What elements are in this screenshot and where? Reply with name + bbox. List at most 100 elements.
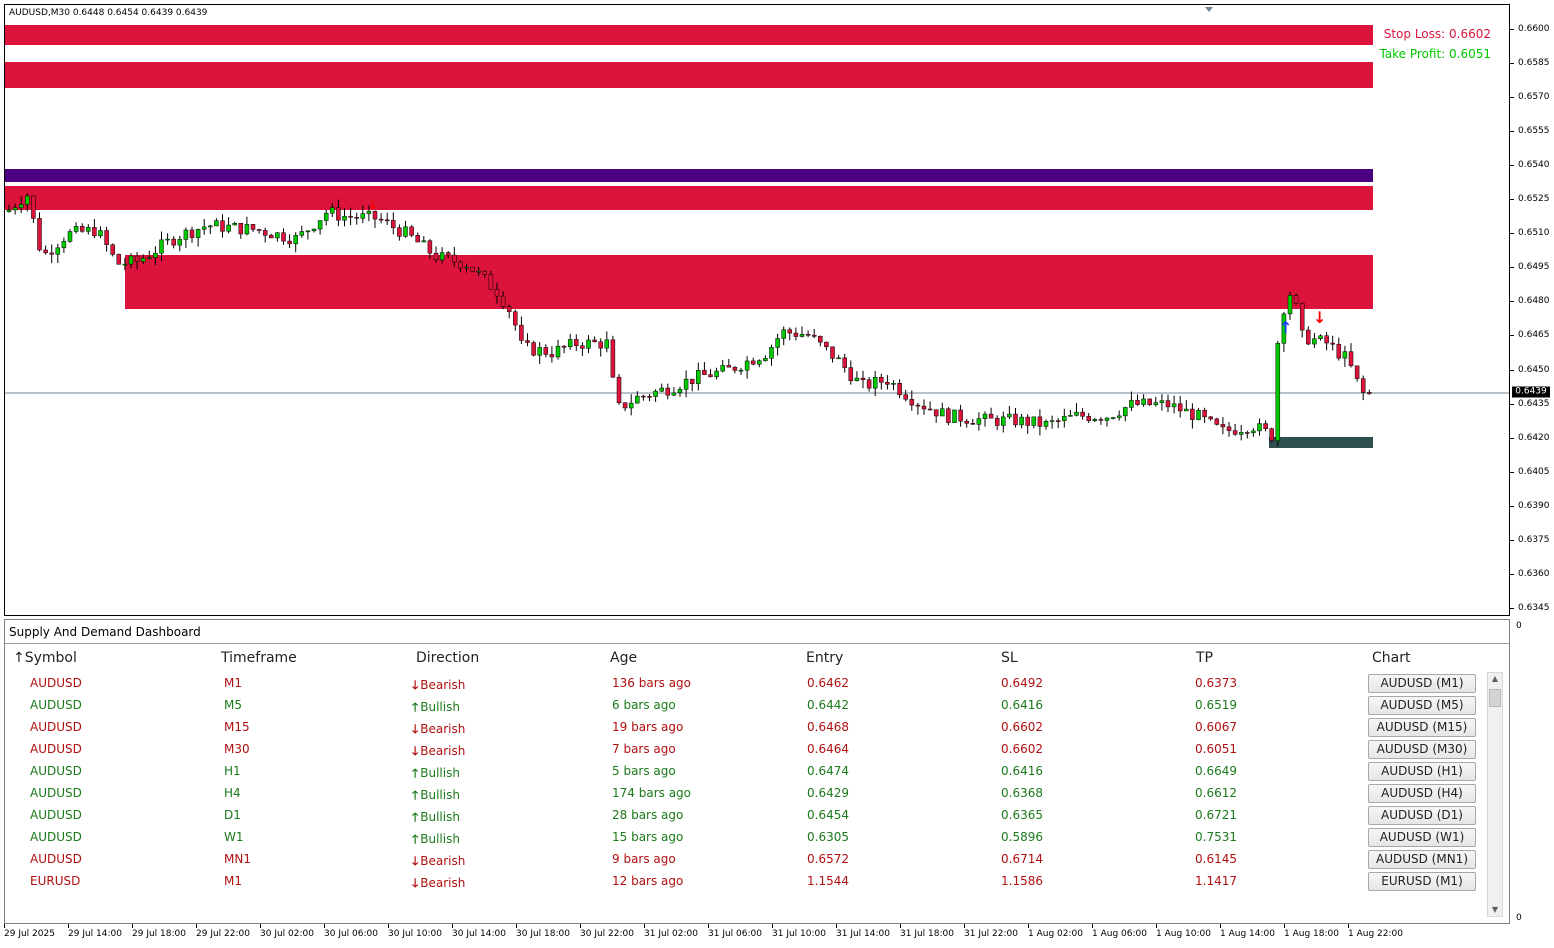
symbol-cell: AUDUSD: [30, 676, 82, 690]
age-cell: 28 bars ago: [612, 808, 684, 822]
time-tick-label: 1 Aug 22:00: [1348, 924, 1403, 939]
bear-candle: [281, 232, 286, 242]
tp-cell: 0.6373: [1195, 676, 1237, 690]
table-row: AUDUSD M5 🡑 Bullish 6 bars ago 0.6442 0.6416 0.…: [5, 695, 1480, 717]
scroll-thumb[interactable]: [1489, 689, 1501, 707]
open-chart-button[interactable]: AUDUSD (M15): [1368, 718, 1476, 737]
bull-candle: [342, 216, 347, 221]
bear-candle: [531, 342, 536, 356]
open-chart-button[interactable]: AUDUSD (M1): [1368, 674, 1476, 693]
bear-candle: [915, 404, 921, 407]
direction-cell: 🡓 Bearish: [412, 874, 465, 895]
bear-candle: [220, 220, 225, 232]
column-header-chart[interactable]: Chart: [1372, 650, 1411, 666]
dashboard-scrollbar[interactable]: ▲ ▼: [1487, 672, 1503, 917]
bull-candle: [1001, 416, 1006, 426]
scroll-up-icon[interactable]: ▲: [1491, 674, 1499, 683]
bear-candle: [818, 336, 823, 343]
bull-candle: [1318, 335, 1323, 340]
bear-candle: [616, 376, 622, 403]
column-header-entry[interactable]: Entry: [806, 650, 844, 666]
bull-candle: [1251, 430, 1256, 434]
bear-candle: [903, 394, 908, 400]
sell-arrow-icon: ↓: [367, 197, 379, 213]
arrow-up-icon: 🡑: [412, 832, 419, 846]
open-chart-button[interactable]: AUDUSD (M5): [1368, 696, 1476, 715]
bear-candle: [1220, 424, 1226, 428]
current-price-label: 0.6439: [1512, 386, 1550, 398]
symbol-cell: AUDUSD: [30, 720, 82, 734]
open-chart-button[interactable]: AUDUSD (D1): [1368, 806, 1476, 825]
time-tick-label: 30 Jul 02:00: [260, 924, 314, 939]
bull-candle: [122, 263, 128, 266]
entry-cell: 0.6454: [807, 808, 849, 822]
open-chart-button[interactable]: AUDUSD (H4): [1368, 784, 1476, 803]
bull-candle: [311, 228, 317, 232]
bear-candle: [1324, 335, 1329, 344]
bear-candle: [1055, 420, 1061, 422]
symbol-cell: AUDUSD: [30, 698, 82, 712]
bull-candle: [976, 418, 982, 425]
price-tick-label: 0.6480: [1510, 296, 1550, 307]
bear-candle: [189, 229, 195, 238]
bear-candle: [31, 195, 36, 219]
bull-candle: [55, 247, 61, 255]
sl-cell: 0.6416: [1001, 764, 1043, 778]
bull-candle: [153, 252, 158, 258]
price-tick-label: 0.6360: [1510, 568, 1550, 579]
sl-cell: 0.6714: [1001, 852, 1043, 866]
column-header-direction[interactable]: Direction: [416, 650, 480, 666]
candlestick-chart[interactable]: ↓ ↑ ↓: [5, 5, 1510, 616]
column-header-sl[interactable]: SL: [1001, 650, 1018, 666]
open-chart-button[interactable]: EURUSD (M1): [1368, 872, 1476, 891]
bear-candle: [482, 270, 488, 275]
bull-candle: [1049, 420, 1055, 422]
time-tick-label: 29 Jul 18:00: [132, 924, 186, 939]
bear-candle: [1232, 430, 1238, 435]
price-chart[interactable]: ↓ ↑ ↓ AUDUSD,M30 0.6448 0.6454 0.6439 0.64…: [4, 4, 1510, 616]
time-tick-label: 30 Jul 06:00: [324, 924, 378, 939]
table-row: AUDUSD M30 🡓 Bearish 7 bars ago 0.6464 0.6602 0…: [5, 739, 1480, 761]
scroll-down-icon[interactable]: ▼: [1491, 905, 1499, 914]
table-row: AUDUSD M15 🡓 Bearish 19 bars ago 0.6468 0.6602…: [5, 717, 1480, 739]
bull-candle: [1257, 423, 1262, 432]
time-tick-label: 1 Aug 02:00: [1028, 924, 1083, 939]
time-axis[interactable]: 29 Jul 2025 29 Jul 14:00 29 Jul 18:00 29 Ju…: [4, 924, 1510, 942]
direction-cell: 🡓 Bearish: [412, 742, 465, 763]
open-chart-button[interactable]: AUDUSD (H1): [1368, 762, 1476, 781]
bull-candle: [195, 229, 201, 238]
open-chart-button[interactable]: AUDUSD (M30): [1368, 740, 1476, 759]
price-scale[interactable]: 0.6600 0.6585 0.6570 0.6555 0.6540 0.6525 0.65…: [1510, 4, 1554, 616]
purple-zone: [5, 169, 1373, 182]
time-tick-label: 31 Jul 10:00: [772, 924, 826, 939]
bull-candle: [1184, 408, 1189, 412]
entry-cell: 0.6429: [807, 786, 849, 800]
price-tick-label: 0.6555: [1510, 126, 1550, 137]
open-chart-button[interactable]: AUDUSD (W1): [1368, 828, 1476, 847]
bear-candle: [1177, 403, 1183, 412]
bull-candle: [683, 378, 689, 390]
column-header-tp[interactable]: TP: [1196, 650, 1213, 666]
column-header-symbol[interactable]: ↑Symbol: [13, 650, 77, 666]
bear-candle: [1202, 410, 1207, 418]
bull-candle: [720, 365, 725, 372]
column-header-age[interactable]: Age: [610, 650, 638, 666]
bull-candle: [799, 334, 805, 337]
bear-candle: [726, 365, 732, 368]
bear-candle: [641, 395, 646, 398]
bull-candle: [140, 258, 146, 262]
bull-candle: [628, 402, 634, 409]
timeframe-cell: MN1: [224, 852, 251, 866]
open-chart-button[interactable]: AUDUSD (MN1): [1368, 850, 1476, 869]
subwindow-scale-bottom: 0: [1516, 913, 1522, 923]
entry-cell: 0.6464: [807, 742, 849, 756]
direction-cell: 🡑 Bullish: [412, 830, 460, 851]
column-header-timeframe[interactable]: Timeframe: [221, 650, 297, 666]
price-tick-label: 0.6510: [1510, 228, 1550, 239]
bear-candle: [580, 345, 585, 349]
bear-candle: [452, 254, 457, 263]
bull-candle: [208, 225, 213, 228]
bear-candle: [879, 377, 884, 383]
bear-candle: [378, 218, 384, 221]
symbol-cell: AUDUSD: [30, 852, 82, 866]
